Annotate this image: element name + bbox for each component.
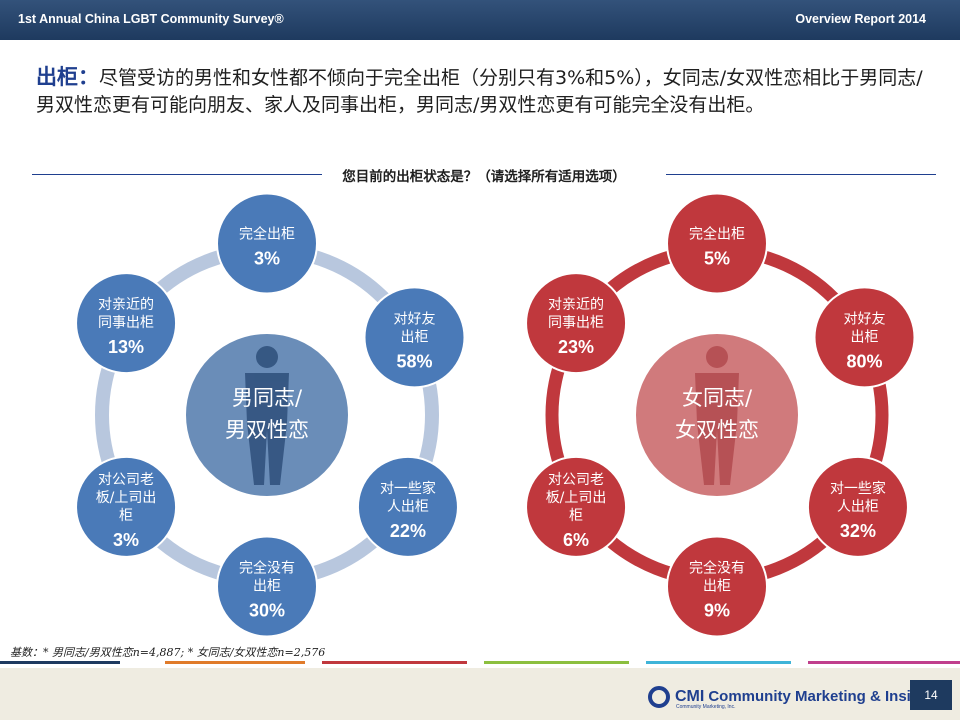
headline-text: 尽管受访的男性和女性都不倾向于完全出柜（分别只有3%和5%），女同志/女双性恋相… bbox=[36, 67, 923, 116]
female-center-label: 女双性恋 bbox=[675, 418, 759, 442]
female-node-label: 同事出柜 bbox=[548, 315, 604, 331]
coming-out-diagram: 男同志/男双性恋完全出柜3%对好友出柜58%对一些家人出柜22%完全没有出柜30… bbox=[75, 192, 916, 638]
male-node-label: 出柜 bbox=[253, 579, 281, 595]
page-number: 14 bbox=[910, 680, 952, 710]
female-node-label: 板/上司出 bbox=[546, 490, 607, 506]
female-node-3 bbox=[666, 535, 768, 638]
male-node-value: 30% bbox=[249, 601, 285, 621]
male-node-2 bbox=[356, 455, 459, 558]
female-node-4 bbox=[525, 455, 628, 558]
male-node-value: 22% bbox=[390, 521, 426, 541]
male-node-0 bbox=[216, 192, 318, 295]
female-silhouette-icon bbox=[695, 346, 739, 485]
male-node-label: 人出柜 bbox=[387, 499, 429, 515]
male-center-label: 男双性恋 bbox=[225, 418, 309, 442]
male-silhouette-icon bbox=[245, 346, 289, 485]
divider-right bbox=[666, 174, 936, 175]
headline: 出柜：尽管受访的男性和女性都不倾向于完全出柜（分别只有3%和5%），女同志/女双… bbox=[36, 64, 936, 119]
slide-header: 1st Annual China LGBT Community Survey® … bbox=[0, 0, 960, 40]
male-node-label: 同事出柜 bbox=[98, 315, 154, 331]
male-node-label: 完全出柜 bbox=[239, 226, 295, 243]
male-node-3 bbox=[216, 535, 318, 638]
male-node-value: 3% bbox=[113, 530, 139, 550]
male-node-value: 58% bbox=[396, 351, 432, 371]
female-center-label: 女同志/ bbox=[682, 386, 753, 410]
question-row: 您目前的出柜状态是？（请选择所有适用选项） bbox=[32, 164, 936, 186]
male-node-label: 对亲近的 bbox=[98, 297, 154, 313]
male-node-4 bbox=[75, 455, 178, 558]
female-node-value: 5% bbox=[704, 249, 730, 269]
female-node-label: 对亲近的 bbox=[548, 297, 604, 313]
female-node-value: 6% bbox=[563, 530, 589, 550]
divider-left bbox=[32, 174, 322, 175]
color-bar-segment bbox=[0, 661, 120, 664]
color-bar-segment bbox=[165, 661, 305, 664]
female-node-label: 对一些家 bbox=[830, 480, 886, 497]
color-bar-segment bbox=[484, 661, 629, 664]
female-node-value: 23% bbox=[558, 337, 594, 357]
female-node-label: 对好友 bbox=[844, 311, 886, 327]
female-node-value: 9% bbox=[704, 601, 730, 621]
female-node-0 bbox=[666, 192, 768, 295]
female-node-label: 柜 bbox=[569, 508, 583, 524]
male-center-label: 男同志/ bbox=[232, 386, 303, 410]
male-node-value: 3% bbox=[254, 249, 280, 269]
female-node-label: 完全没有 bbox=[689, 560, 745, 577]
female-node-label: 出柜 bbox=[851, 329, 879, 345]
headline-keyword: 出柜： bbox=[36, 65, 99, 89]
color-bar-segment bbox=[322, 661, 467, 664]
male-node-label: 对好友 bbox=[394, 311, 436, 327]
male-node-label: 完全没有 bbox=[239, 560, 295, 577]
female-node-value: 80% bbox=[846, 351, 882, 371]
question-title: 您目前的出柜状态是？（请选择所有适用选项） bbox=[342, 169, 626, 185]
female-node-label: 完全出柜 bbox=[689, 226, 745, 243]
logo-ring-icon bbox=[648, 686, 670, 708]
male-node-label: 柜 bbox=[119, 508, 133, 524]
female-node-label: 出柜 bbox=[703, 579, 731, 595]
logo-sub: Community Marketing, Inc. bbox=[676, 704, 736, 710]
male-node-1 bbox=[363, 286, 466, 389]
male-node-label: 出柜 bbox=[401, 329, 429, 345]
cmi-logo: CMI Community Marketing & Insights bbox=[648, 684, 943, 710]
survey-title: 1st Annual China LGBT Community Survey® bbox=[18, 12, 284, 26]
female-node-label: 人出柜 bbox=[837, 499, 879, 515]
logo-cmi: CMI bbox=[675, 688, 705, 705]
male-node-5 bbox=[75, 272, 178, 375]
logo-name: Community Marketing & Insights bbox=[708, 688, 943, 705]
female-node-label: 对公司老 bbox=[548, 472, 604, 488]
base-note: 基数：* 男同志/男双性恋n=4,887; * 女同志/女双性恋n=2,576 bbox=[10, 646, 326, 659]
female-node-2 bbox=[806, 455, 909, 558]
female-node-1 bbox=[813, 286, 916, 389]
color-bar-segment bbox=[646, 661, 791, 664]
report-title: Overview Report 2014 bbox=[795, 12, 926, 26]
female-node-value: 32% bbox=[840, 521, 876, 541]
male-node-label: 对公司老 bbox=[98, 472, 154, 488]
color-bar-segment bbox=[808, 661, 960, 664]
male-node-label: 板/上司出 bbox=[96, 490, 157, 506]
footer-band bbox=[0, 668, 960, 720]
male-node-value: 13% bbox=[108, 337, 144, 357]
male-node-label: 对一些家 bbox=[380, 480, 436, 497]
female-node-5 bbox=[525, 272, 628, 375]
